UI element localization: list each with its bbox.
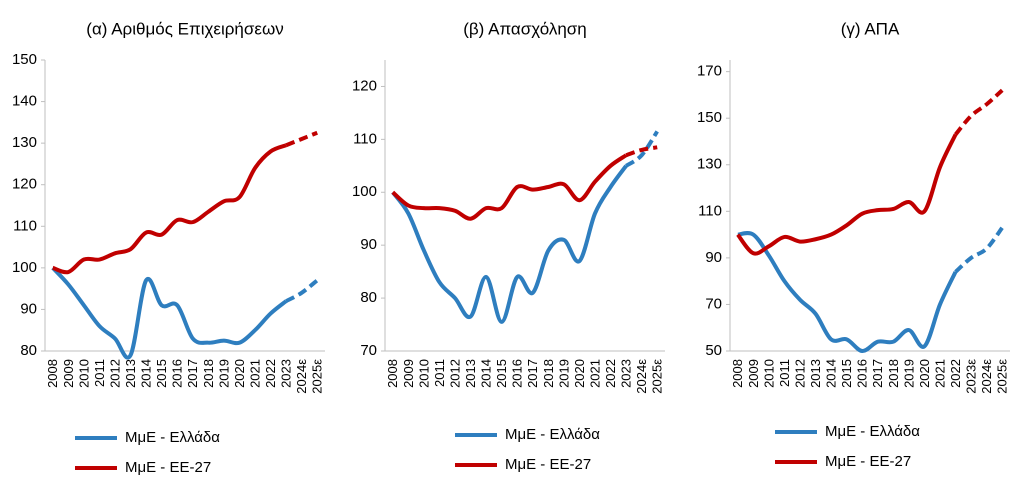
y-tick-label: 110 <box>13 217 37 234</box>
x-tick-label: 2018 <box>201 359 216 388</box>
x-tick-label: 2010 <box>761 359 776 388</box>
y-tick-label: 70 <box>705 295 722 312</box>
y-tick-label: 130 <box>12 134 37 151</box>
x-tick-label: 2009 <box>61 359 76 388</box>
x-tick-label: 2013 <box>808 359 823 388</box>
y-tick-label: 90 <box>20 300 37 317</box>
y-tick-label: 150 <box>12 51 37 68</box>
y-tick-label: 80 <box>20 342 37 359</box>
y-tick-label: 110 <box>698 202 722 219</box>
x-tick-label: 2019 <box>901 359 916 388</box>
x-tick-label: 2010 <box>416 359 431 388</box>
x-tick-label: 2014 <box>479 359 494 388</box>
legend-label: ΜμΕ - Ελλάδα <box>825 423 920 440</box>
x-tick-label: 2014 <box>824 359 839 388</box>
x-tick-label: 2024ε <box>979 359 994 394</box>
x-tick-label: 2014 <box>139 359 154 388</box>
x-tick-label: 2013 <box>463 359 478 388</box>
x-tick-label: 2009 <box>746 359 761 388</box>
y-tick-label: 120 <box>352 77 377 94</box>
y-tick-label: 110 <box>353 130 377 147</box>
y-tick-label: 80 <box>360 289 377 306</box>
x-tick-label: 2022 <box>603 359 618 388</box>
y-tick-label: 100 <box>12 259 37 276</box>
y-tick-label: 130 <box>697 156 722 173</box>
y-tick-label: 90 <box>360 236 377 253</box>
x-tick-label: 2008 <box>730 359 745 388</box>
x-tick-label: 2022 <box>263 359 278 388</box>
y-tick-label: 120 <box>12 176 37 193</box>
x-tick-label: 2025ε <box>310 359 325 394</box>
legend-label: ΜμΕ - Ελλάδα <box>125 429 220 446</box>
series-line <box>737 231 958 353</box>
x-tick-label: 2016 <box>510 359 525 388</box>
x-tick-label: 2015 <box>154 359 169 388</box>
x-tick-label: 2011 <box>432 359 447 387</box>
x-tick-label: 2016 <box>855 359 870 388</box>
series-line <box>391 164 628 324</box>
x-tick-label: 2019 <box>556 359 571 388</box>
y-tick-label: 50 <box>705 342 722 359</box>
series-line-estimate <box>285 278 319 303</box>
x-tick-label: 2018 <box>886 359 901 388</box>
x-tick-label: 2008 <box>45 359 60 388</box>
chart-title: (γ) ΑΠΑ <box>841 19 900 38</box>
x-tick-label: 2012 <box>107 359 122 388</box>
x-tick-label: 2018 <box>541 359 556 388</box>
x-tick-label: 2011 <box>777 359 792 387</box>
x-tick-label: 2021 <box>587 359 602 388</box>
y-tick-label: 140 <box>12 93 37 110</box>
series-line-estimate <box>954 226 1004 274</box>
x-tick-label: 2021 <box>932 359 947 388</box>
chart-title: (β) Απασχόληση <box>463 19 587 38</box>
x-tick-label: 2016 <box>170 359 185 388</box>
x-tick-label: 2020 <box>572 359 587 388</box>
x-tick-label: 2020 <box>232 359 247 388</box>
x-tick-label: 2023ε <box>964 359 979 394</box>
x-tick-label: 2019 <box>216 359 231 388</box>
x-tick-label: 2013 <box>123 359 138 388</box>
y-tick-label: 90 <box>705 249 722 266</box>
x-tick-label: 2015 <box>494 359 509 388</box>
x-tick-label: 2025ε <box>995 359 1010 394</box>
x-tick-label: 2017 <box>525 359 540 388</box>
series-line <box>52 143 287 275</box>
x-tick-label: 2017 <box>870 359 885 388</box>
x-tick-label: 2011 <box>92 359 107 387</box>
x-tick-label: 2023 <box>279 359 294 388</box>
x-tick-label: 2022 <box>948 359 963 388</box>
x-tick-label: 2024ε <box>634 359 649 394</box>
x-tick-label: 2009 <box>401 359 416 388</box>
x-tick-label: 2012 <box>447 359 462 388</box>
x-tick-label: 2015 <box>839 359 854 388</box>
series-line-estimate <box>624 130 659 168</box>
x-tick-label: 2025ε <box>650 359 665 394</box>
y-tick-label: 150 <box>697 109 722 126</box>
series-line <box>391 153 628 221</box>
y-tick-label: 70 <box>360 342 377 359</box>
y-tick-label: 100 <box>352 183 377 200</box>
legend-label: ΜμΕ - Ελλάδα <box>505 426 600 443</box>
chart-title: (α) Αριθμός Επιχειρήσεων <box>86 19 283 38</box>
x-tick-label: 2010 <box>76 359 91 388</box>
series-line <box>736 133 958 256</box>
x-tick-label: 2023 <box>619 359 634 388</box>
series-line-estimate <box>285 130 318 148</box>
x-tick-label: 2020 <box>917 359 932 388</box>
x-tick-label: 2012 <box>792 359 807 388</box>
x-tick-label: 2021 <box>247 359 262 388</box>
series-line <box>51 266 288 360</box>
series-line-estimate <box>625 145 658 158</box>
y-tick-label: 170 <box>697 63 722 80</box>
legend-label: ΜμΕ - ΕΕ-27 <box>125 459 211 476</box>
x-tick-label: 2024ε <box>294 359 309 394</box>
legend-label: ΜμΕ - ΕΕ-27 <box>505 456 591 473</box>
series-line-estimate <box>954 88 1004 136</box>
legend-label: ΜμΕ - ΕΕ-27 <box>825 453 911 470</box>
x-tick-label: 2017 <box>185 359 200 388</box>
x-tick-label: 2008 <box>385 359 400 388</box>
